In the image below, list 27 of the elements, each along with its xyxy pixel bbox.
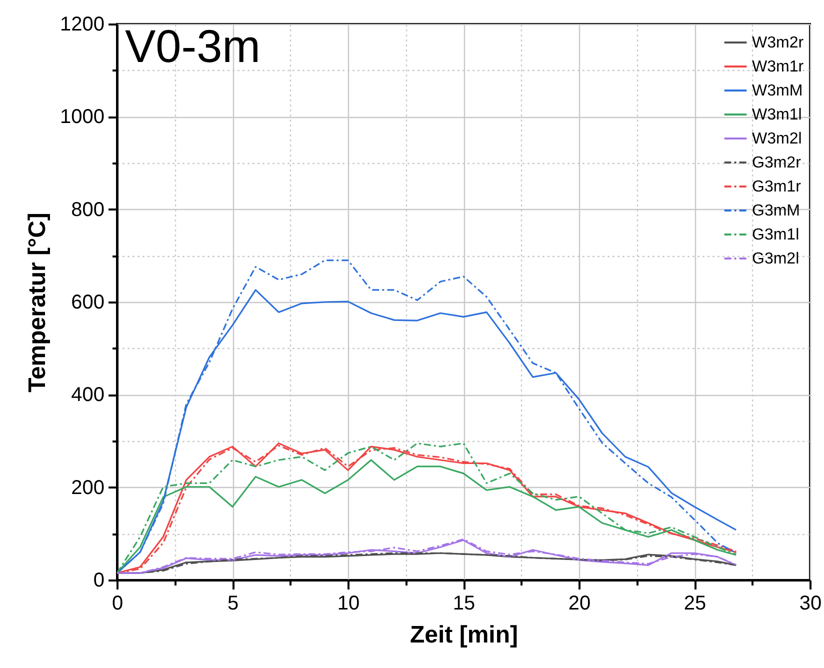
- x-tick-label: 30: [799, 592, 822, 614]
- x-tick-label: 0: [112, 592, 124, 614]
- legend-label: W3m1l: [752, 106, 802, 124]
- y-tick-label: 1000: [60, 106, 104, 128]
- x-tick-label: 10: [337, 592, 360, 614]
- y-tick-label: 0: [93, 570, 104, 592]
- legend-label: W3m2r: [752, 34, 804, 52]
- y-tick-label: 600: [71, 292, 104, 314]
- y-tick-label: 800: [71, 198, 104, 221]
- x-tick-label: 20: [568, 592, 591, 614]
- y-axis-title: Temperatur [°C]: [24, 212, 52, 392]
- legend-label: G3m2r: [752, 154, 802, 172]
- legend-label: W3mM: [752, 82, 803, 100]
- x-tick-label: 15: [452, 592, 476, 614]
- x-tick-label: 5: [227, 592, 239, 614]
- legend-label: G3mM: [752, 202, 800, 220]
- y-tick-label: 1200: [60, 14, 104, 36]
- legend-label: G3m1r: [752, 178, 802, 196]
- legend-label: G3m1l: [752, 226, 800, 244]
- legend-label: W3m1r: [752, 58, 804, 76]
- chart-title: V0-3m: [125, 20, 260, 72]
- legend-label: W3m2l: [752, 130, 802, 148]
- legend-label: G3m2l: [752, 250, 800, 268]
- y-tick-label: 400: [71, 384, 104, 406]
- x-tick-label: 25: [684, 592, 706, 614]
- y-tick-label: 200: [71, 476, 104, 499]
- x-axis-title: Zeit [min]: [410, 622, 518, 648]
